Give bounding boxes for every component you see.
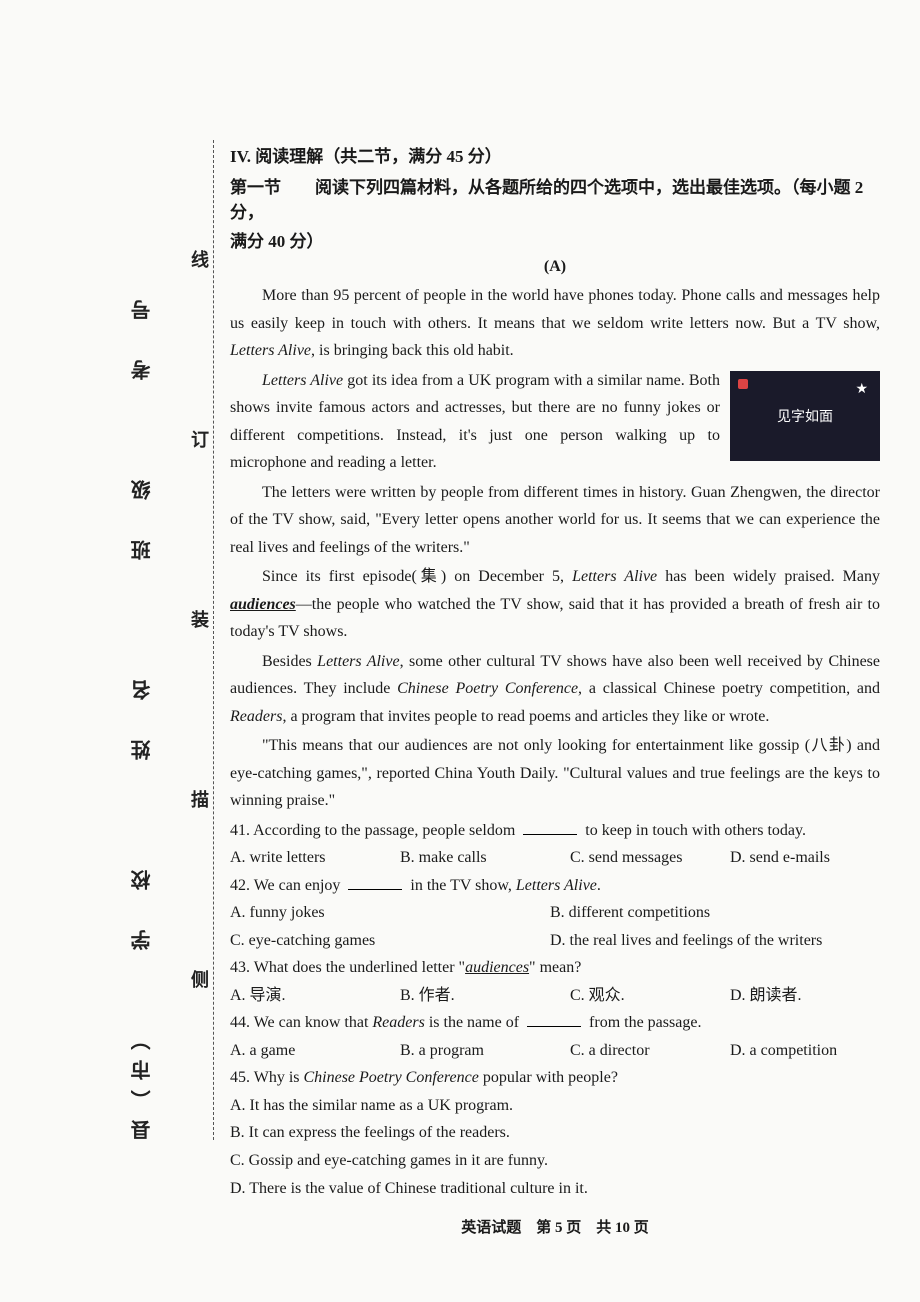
q42-stem-c: Letters Alive [516, 877, 597, 894]
p4-underlined: audiences [230, 596, 296, 613]
q42-option-a: A. funny jokes [230, 899, 550, 927]
binding-dash-line [213, 140, 214, 1140]
q43-stem-a: 43. What does the underlined letter " [230, 959, 465, 976]
side-label-county: 县（市） [128, 1020, 157, 1140]
p5-text-e: , a classical Chinese poetry competition… [578, 680, 880, 697]
p4-text-c: has been widely praised. Many [657, 568, 880, 585]
paragraph-1: More than 95 percent of people in the wo… [230, 282, 880, 365]
passage-label: (A) [230, 258, 880, 276]
q42-option-c: C. eye-catching games [230, 927, 550, 955]
p4-title: Letters Alive [572, 568, 657, 585]
q42-option-b: B. different competitions [550, 899, 870, 927]
q44-option-b: B. a program [400, 1037, 570, 1065]
p5-title-1: Letters Alive [317, 653, 399, 670]
side-label-name: 姓名 [128, 640, 157, 760]
q44-stem-b: Readers [372, 1014, 424, 1031]
q44-stem-c: is the name of [425, 1014, 523, 1031]
question-45: 45. Why is Chinese Poetry Conference pop… [230, 1064, 880, 1092]
q43-option-a: A. 导演. [230, 982, 400, 1010]
question-43: 43. What does the underlined letter "aud… [230, 954, 880, 982]
binding-label-1: 线 [186, 250, 212, 280]
q41-stem-b: to keep in touch with others today. [581, 822, 806, 839]
q45-stem-b: Chinese Poetry Conference [303, 1069, 478, 1086]
image-caption: 见字如面 [777, 406, 833, 426]
q41-option-a: A. write letters [230, 844, 400, 872]
p5-text-g: , a program that invites people to read … [282, 708, 769, 725]
p5-title-2: Chinese Poetry Conference [397, 680, 578, 697]
blank [523, 821, 577, 835]
sub-title-line1: 第一节 阅读下列四篇材料，从各题所给的四个选项中，选出最佳选项。（每小题 2 分… [230, 173, 880, 223]
question-42: 42. We can enjoy in the TV show, Letters… [230, 872, 880, 900]
exam-page: 线 订 装 描 侧 考号 班级 姓名 学校 县（市） IV. 阅读理解（共二节，… [0, 0, 920, 1302]
page-footer: 英语试题 第 5 页 共 10 页 [230, 1216, 880, 1237]
q42-stem-b: in the TV show, [406, 877, 515, 894]
p4-text-e: —the people who watched the TV show, sai… [230, 596, 880, 641]
binding-label-4: 描 [186, 790, 212, 820]
binding-label-2: 订 [186, 430, 212, 460]
q44-option-a: A. a game [230, 1037, 400, 1065]
q41-option-d: D. send e-mails [730, 844, 880, 872]
q42-option-d: D. the real lives and feelings of the wr… [550, 927, 870, 955]
paragraph-6: "This means that our audiences are not o… [230, 732, 880, 815]
p4-text-a: Since its first episode(集) on December 5… [262, 568, 572, 585]
q42-options-row2: C. eye-catching games D. the real lives … [230, 927, 880, 955]
paragraph-3: The letters were written by people from … [230, 479, 880, 562]
star-icon: ★ [855, 381, 868, 398]
q44-stem-d: from the passage. [585, 1014, 701, 1031]
paragraph-4: Since its first episode(集) on December 5… [230, 563, 880, 646]
q45-option-b: B. It can express the feelings of the re… [230, 1119, 880, 1147]
side-label-class: 班级 [128, 440, 157, 560]
binding-column: 线 订 装 描 侧 考号 班级 姓名 学校 县（市） [128, 140, 218, 1140]
q44-option-c: C. a director [570, 1037, 730, 1065]
p5-title-3: Readers [230, 708, 282, 725]
q43-stem-c: " mean? [529, 959, 581, 976]
q44-stem-a: 44. We can know that [230, 1014, 372, 1031]
embedded-image: ★ 见字如面 [730, 371, 880, 461]
p5-text-a: Besides [262, 653, 317, 670]
binding-label-3: 装 [186, 610, 212, 640]
q43-option-c: C. 观众. [570, 982, 730, 1010]
q45-option-c: C. Gossip and eye-catching games in it a… [230, 1147, 880, 1175]
q42-options-row1: A. funny jokes B. different competitions [230, 899, 880, 927]
question-41: 41. According to the passage, people sel… [230, 817, 880, 845]
side-label-exam-no: 考号 [128, 260, 157, 380]
question-44: 44. We can know that Readers is the name… [230, 1009, 880, 1037]
q43-option-d: D. 朗读者. [730, 982, 880, 1010]
content-area: IV. 阅读理解（共二节，满分 45 分） 第一节 阅读下列四篇材料，从各题所给… [230, 142, 880, 1237]
q43-stem-b: audiences [465, 959, 529, 976]
q41-stem-a: 41. According to the passage, people sel… [230, 822, 519, 839]
p1-text-c: , is bringing back this old habit. [311, 342, 514, 359]
side-label-school: 学校 [128, 830, 157, 950]
section-title: IV. 阅读理解（共二节，满分 45 分） [230, 142, 880, 167]
p2-title: Letters Alive [262, 372, 343, 389]
binding-label-5: 侧 [186, 970, 212, 1000]
q45-option-d: D. There is the value of Chinese traditi… [230, 1175, 880, 1203]
q41-options: A. write letters B. make calls C. send m… [230, 844, 880, 872]
q42-stem-a: 42. We can enjoy [230, 877, 344, 894]
p1-text-a: More than 95 percent of people in the wo… [230, 287, 880, 332]
p1-title: Letters Alive [230, 342, 311, 359]
sub-title-line2: 满分 40 分） [230, 227, 880, 252]
q43-options: A. 导演. B. 作者. C. 观众. D. 朗读者. [230, 982, 880, 1010]
blank [527, 1013, 581, 1027]
q44-options: A. a game B. a program C. a director D. … [230, 1037, 880, 1065]
q41-option-c: C. send messages [570, 844, 730, 872]
q42-stem-d: . [597, 877, 601, 894]
q41-option-b: B. make calls [400, 844, 570, 872]
q44-option-d: D. a competition [730, 1037, 880, 1065]
q45-stem-c: popular with people? [479, 1069, 618, 1086]
q43-option-b: B. 作者. [400, 982, 570, 1010]
q45-option-a: A. It has the similar name as a UK progr… [230, 1092, 880, 1120]
blank [348, 876, 402, 890]
q45-stem-a: 45. Why is [230, 1069, 303, 1086]
paragraph-5: Besides Letters Alive, some other cultur… [230, 648, 880, 731]
